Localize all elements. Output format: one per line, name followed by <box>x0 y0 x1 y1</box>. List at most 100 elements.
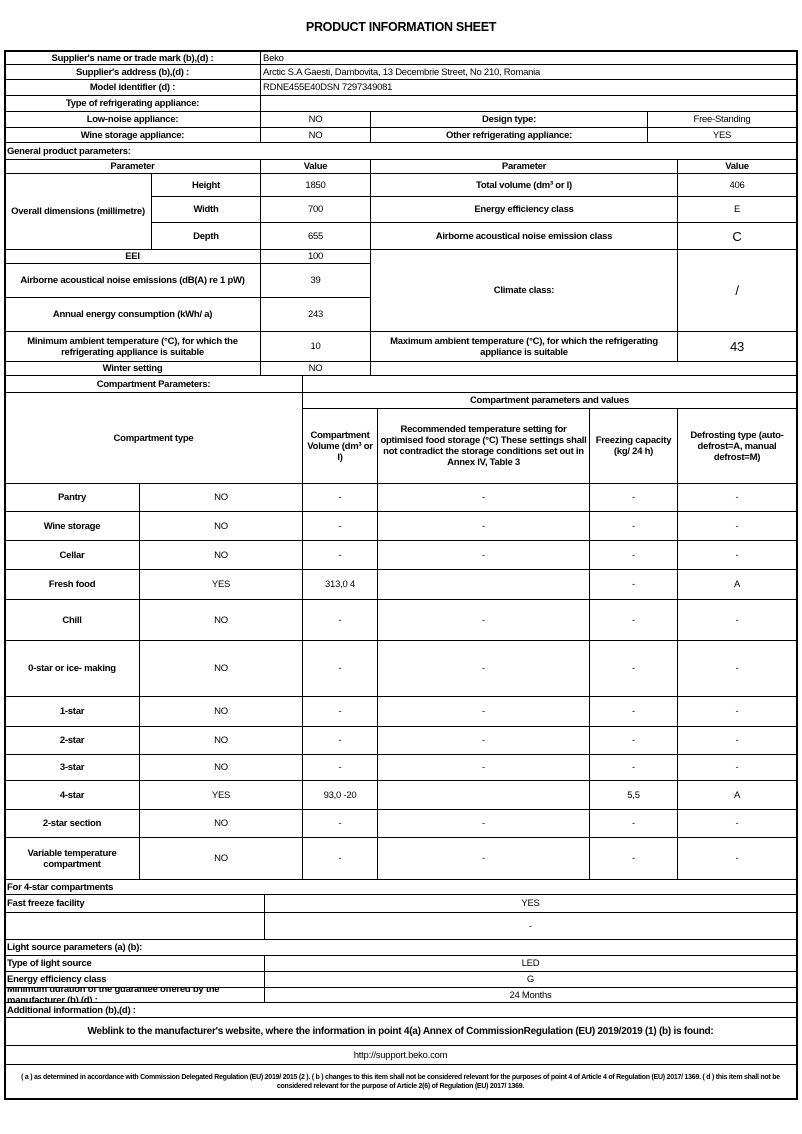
blank-cell <box>4 912 265 940</box>
compartment-volume: 93,0 -20 <box>302 780 378 810</box>
compartment-defrost-type: - <box>677 754 797 781</box>
other-appliance-label: Other refrigerating appliance: <box>370 127 648 143</box>
winter-setting-label: Winter setting <box>4 361 261 376</box>
compartment-values-header: Compartment parameters and values <box>302 392 797 409</box>
compartment-defrost-type: - <box>677 809 797 838</box>
parameter-header-2: Parameter <box>370 159 678 174</box>
max-ambient-value: 43 <box>677 331 797 362</box>
light-type-label: Type of light source <box>4 955 265 972</box>
total-volume-value: 406 <box>677 173 797 197</box>
supplier-address-label: Supplier's address (b),(d) : <box>4 64 261 80</box>
compartment-volume: - <box>302 837 378 880</box>
compartment-temperature: - <box>377 726 590 755</box>
value-header: Value <box>260 159 371 174</box>
compartment-defrost-type: - <box>677 726 797 755</box>
compartment-freezing-capacity: - <box>589 696 678 727</box>
depth-value: 655 <box>260 222 371 250</box>
blank-cell <box>370 361 797 376</box>
general-params-heading: General product parameters: <box>4 142 797 160</box>
overall-dimensions-label: Overall dimensions (millimetre) <box>4 173 152 250</box>
compartment-present: NO <box>139 640 303 697</box>
supplier-name-label: Supplier's name or trade mark (b),(d) : <box>4 51 261 65</box>
value-header-2: Value <box>677 159 797 174</box>
four-star-heading: For 4-star compartments <box>4 879 797 895</box>
min-ambient-label: Minimum ambient temperature (°C), for wh… <box>4 331 261 362</box>
compartment-temperature: - <box>377 754 590 781</box>
light-energy-class-value: G <box>264 971 797 988</box>
climate-class-value: / <box>677 249 797 332</box>
compartment-type: Chill <box>4 599 140 641</box>
temperature-header: Recommended temperature setting for opti… <box>377 408 590 484</box>
compartment-defrost-type: - <box>677 511 797 541</box>
compartment-present: NO <box>139 599 303 641</box>
energy-class-value: E <box>677 196 797 223</box>
freezing-capacity-header: Freezing capacity (kg/ 24 h) <box>589 408 678 484</box>
climate-class-label: Climate class: <box>370 249 678 332</box>
low-noise-label: Low-noise appliance: <box>4 111 261 128</box>
compartment-freezing-capacity: - <box>589 511 678 541</box>
parameter-header: Parameter <box>4 159 261 174</box>
compartment-type: 0-star or ice- making <box>4 640 140 697</box>
weblink-value[interactable]: http://support.beko.com <box>4 1045 797 1065</box>
height-label: Height <box>151 173 261 197</box>
width-value: 700 <box>260 196 371 223</box>
light-source-heading: Light source parameters (a) (b): <box>4 939 797 956</box>
eei-label: EEI <box>4 249 261 264</box>
compartment-volume: 313,0 4 <box>302 569 378 600</box>
compartment-freezing-capacity: - <box>589 599 678 641</box>
compartment-temperature <box>377 569 590 600</box>
compartment-volume: - <box>302 599 378 641</box>
max-ambient-label: Maximum ambient temperature (°C), for wh… <box>370 331 678 362</box>
compartment-type: Variable temperature compartment <box>4 837 140 880</box>
total-volume-label: Total volume (dm³ or l) <box>370 173 678 197</box>
noise-class-value: C <box>677 222 797 250</box>
compartment-freezing-capacity: - <box>589 809 678 838</box>
compartment-type: 2-star <box>4 726 140 755</box>
compartment-params-heading: Compartment Parameters: <box>4 375 303 393</box>
compartment-defrost-type: - <box>677 599 797 641</box>
additional-info-label: Additional information (b),(d) : <box>4 1002 797 1018</box>
compartment-temperature: - <box>377 599 590 641</box>
compartment-present: NO <box>139 540 303 570</box>
compartment-freezing-capacity: - <box>589 483 678 512</box>
wine-storage-label: Wine storage appliance: <box>4 127 261 143</box>
compartment-defrost-type: - <box>677 837 797 880</box>
compartment-volume: - <box>302 754 378 781</box>
compartment-defrost-type: A <box>677 569 797 600</box>
compartment-defrost-type: - <box>677 540 797 570</box>
appliance-type-label: Type of refrigerating appliance: <box>4 95 261 112</box>
design-type-value: Free-Standing <box>647 111 797 128</box>
compartment-volume: - <box>302 511 378 541</box>
compartment-temperature: - <box>377 640 590 697</box>
compartment-present: NO <box>139 754 303 781</box>
compartment-freezing-capacity: - <box>589 726 678 755</box>
compartment-present: NO <box>139 511 303 541</box>
model-identifier-value: RDNE455E40DSN 7297349081 <box>260 79 797 96</box>
fast-freeze-value: YES <box>264 894 797 913</box>
compartment-volume: - <box>302 640 378 697</box>
fast-freeze-label: Fast freeze facility <box>4 894 265 913</box>
compartment-temperature: - <box>377 540 590 570</box>
compartment-freezing-capacity: - <box>589 540 678 570</box>
wine-storage-value: NO <box>260 127 371 143</box>
compartment-present: NO <box>139 483 303 512</box>
compartment-volume: - <box>302 809 378 838</box>
design-type-label: Design type: <box>370 111 648 128</box>
compartment-temperature <box>377 780 590 810</box>
compartment-present: YES <box>139 569 303 600</box>
compartment-temperature: - <box>377 809 590 838</box>
compartment-freezing-capacity: - <box>589 837 678 880</box>
light-type-value: LED <box>264 955 797 972</box>
compartment-type: Pantry <box>4 483 140 512</box>
other-appliance-value: YES <box>647 127 797 143</box>
compartment-freezing-capacity: 5,5 <box>589 780 678 810</box>
annual-energy-label: Annual energy consumption (kWh/ a) <box>4 297 261 332</box>
compartment-type: 3-star <box>4 754 140 781</box>
noise-class-label: Airborne acoustical noise emission class <box>370 222 678 250</box>
compartment-defrost-type: - <box>677 483 797 512</box>
low-noise-value: NO <box>260 111 371 128</box>
compartment-temperature: - <box>377 483 590 512</box>
winter-setting-value: NO <box>260 361 371 376</box>
defrosting-type-header: Defrosting type (auto-defrost=A, manual … <box>677 408 797 484</box>
guarantee-label: Minimum duration of the guarantee offere… <box>4 987 265 1003</box>
